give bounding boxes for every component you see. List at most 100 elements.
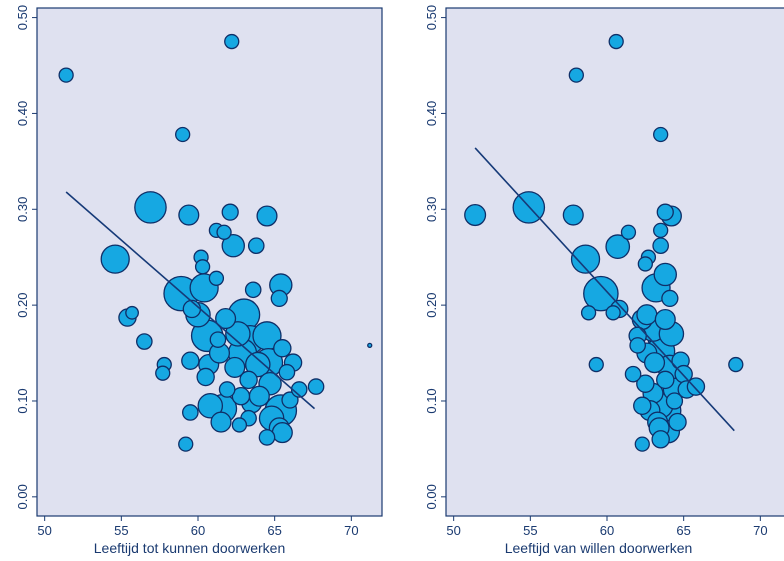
data-point [583,275,619,312]
data-point [605,234,631,260]
data-point [225,321,251,347]
data-point [258,429,276,446]
plot-area [445,7,784,517]
data-point [605,305,621,321]
y-tick-label: 0.40 [424,101,439,126]
data-point [218,381,236,398]
y-tick-label: 0.20 [15,292,30,317]
y-tick-label: 0.20 [424,292,439,317]
data-point [244,281,262,299]
data-point [239,370,258,390]
data-point [665,392,684,410]
data-point [570,244,601,274]
data-point [210,411,232,433]
data-point [656,203,674,221]
data-point [636,374,655,393]
data-point [221,233,245,258]
data-point [668,412,687,432]
data-point [278,363,296,381]
data-point [281,391,299,409]
data-point [100,244,130,274]
data-point [568,67,584,83]
data-point [270,289,288,308]
x-tick-label: 65 [676,523,690,538]
y-tick-label: 0.10 [424,388,439,413]
data-point [273,339,292,358]
data-point [215,308,237,330]
data-point [271,422,293,444]
data-point [58,67,74,83]
data-point [661,289,679,308]
data-point [256,205,278,227]
y-tick-label: 0.00 [15,484,30,509]
plot-area [36,7,383,517]
data-point [194,259,211,275]
data-point [620,224,637,240]
data-point [653,262,677,287]
data-point [686,377,706,396]
data-point [224,33,240,50]
data-point [654,308,676,331]
data-point [134,191,167,224]
regression-line [474,147,735,432]
data-point [175,126,191,143]
data-point [209,331,227,348]
x-tick-label: 55 [523,523,537,538]
data-point [633,396,652,415]
data-point [307,378,325,395]
data-point [231,417,248,433]
data-point [182,404,199,421]
data-point [196,367,215,387]
x-tick-label: 50 [37,523,51,538]
x-tick-label: 55 [114,523,128,538]
x-tick-label: 50 [446,523,460,538]
data-point [656,370,675,390]
data-point [629,337,646,354]
y-tick-label: 0.30 [424,197,439,222]
data-point [178,204,200,226]
data-point [248,385,270,407]
data-point [653,222,669,239]
data-point [245,351,271,378]
data-point [464,204,487,227]
right-panel: 0.00 0.10 0.20 0.30 0.40 0.50 50 55 60 65 70 Leefti… [424,5,784,556]
y-tick-label: 0.10 [15,388,30,413]
y-tick-label: 0.00 [424,484,439,509]
x-tick-label: 70 [753,523,767,538]
left-panel: 0.00 0.10 0.20 0.30 0.40 0.50 50 55 60 65 70 Leefti… [15,5,383,556]
data-point [637,256,653,272]
data-point [588,356,604,373]
data-point [367,342,373,349]
data-point [562,204,584,226]
data-point [208,270,225,286]
y-tick-label: 0.50 [424,5,439,30]
data-point [178,436,194,452]
data-point [247,237,265,255]
data-point [580,305,597,321]
data-point [224,356,246,378]
data-point [125,305,139,320]
x-tick-label: 70 [344,523,358,538]
data-point [221,203,239,221]
data-point [608,33,624,50]
data-point [634,436,650,452]
data-point [181,351,200,370]
data-point [231,386,251,406]
data-point [136,333,153,350]
data-point [636,304,658,326]
data-point [182,299,202,319]
x-tick-label: 60 [600,523,614,538]
x-tick-label: 65 [267,523,281,538]
x-axis-title: Leeftijd tot kunnen doorwerken [94,540,285,556]
regression-line [65,191,316,410]
data-point [197,393,224,419]
data-point [624,365,642,383]
data-point [155,365,171,381]
y-tick-label: 0.40 [15,101,30,126]
x-axis-title: Leeftijd van willen doorwerken [505,540,693,556]
data-point [652,237,669,255]
y-tick-label: 0.30 [15,197,30,222]
data-point [728,356,744,373]
data-point [651,430,670,449]
